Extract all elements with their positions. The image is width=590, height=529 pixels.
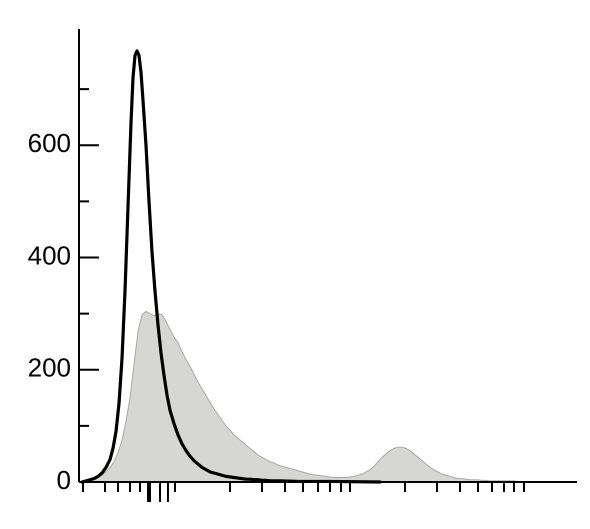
y-tick-label: 0: [57, 465, 71, 495]
histogram-chart: 0 200 400 600: [0, 0, 590, 529]
y-tick-label: 200: [28, 353, 71, 383]
chart-svg: 0 200 400 600: [0, 0, 590, 529]
y-tick-label: 400: [28, 240, 71, 270]
y-tick-label: 600: [28, 128, 71, 158]
